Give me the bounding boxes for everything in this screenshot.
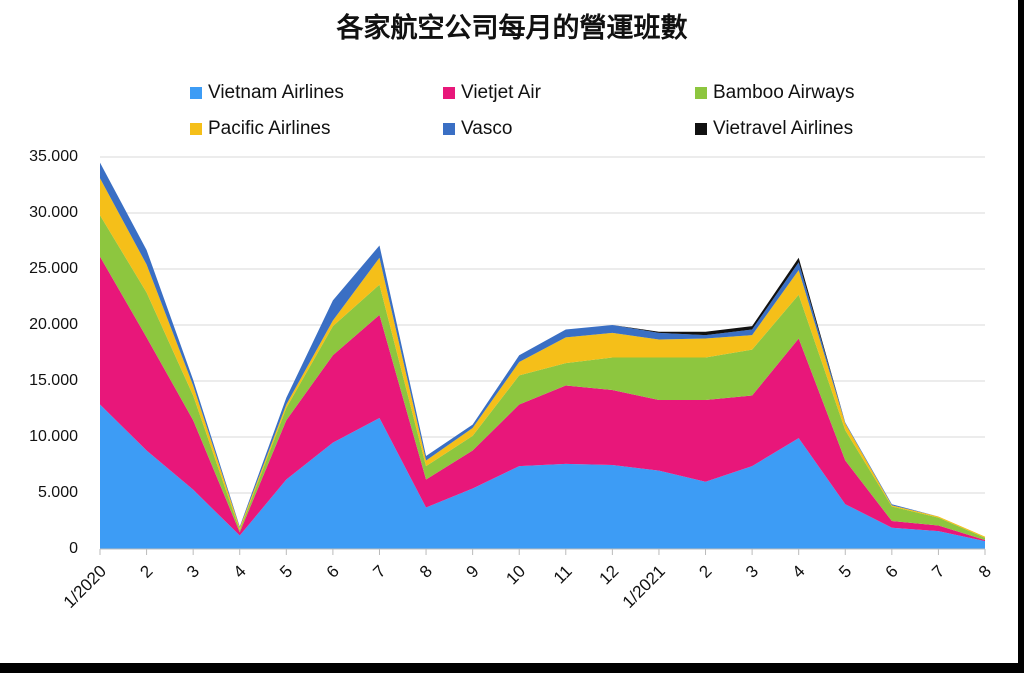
- x-tick-label: 2: [136, 562, 156, 582]
- x-tick-label: 8: [416, 562, 436, 582]
- legend-label: Vietjet Air: [461, 82, 542, 103]
- x-tick-label: 1/2021: [619, 562, 669, 612]
- legend-label: Bamboo Airways: [713, 82, 855, 103]
- legend-swatch: [695, 123, 707, 135]
- frame-edge: [0, 663, 1024, 673]
- area: [100, 178, 985, 538]
- frame-edge: [1018, 0, 1024, 673]
- y-tick-label: 15.000: [29, 372, 78, 389]
- area: [100, 404, 985, 549]
- legend-label: Vietravel Airlines: [713, 118, 853, 139]
- legend-swatch: [190, 87, 202, 99]
- x-tick-label: 2: [695, 562, 715, 582]
- x-tick-label: 8: [975, 562, 995, 582]
- x-tick-label: 3: [183, 562, 203, 582]
- x-tick-label: 5: [276, 562, 296, 582]
- legend-swatch: [190, 123, 202, 135]
- x-tick-label: 7: [928, 562, 948, 582]
- x-tick-label: 3: [742, 562, 762, 582]
- legend-label: Vasco: [461, 118, 512, 139]
- x-tick-label: 6: [323, 562, 343, 582]
- legend-swatch: [443, 87, 455, 99]
- y-tick-label: 25.000: [29, 260, 78, 277]
- y-tick-label: 30.000: [29, 204, 78, 221]
- y-tick-label: 20.000: [29, 316, 78, 333]
- legend-label: Vietnam Airlines: [208, 82, 344, 103]
- area: [100, 215, 985, 541]
- y-tick-label: 0: [69, 540, 78, 557]
- x-tick-label: 1/2020: [60, 562, 110, 612]
- chart-title: 各家航空公司每月的營運班數: [336, 12, 688, 43]
- x-tick-label: 10: [502, 562, 529, 589]
- y-tick-label: 35.000: [29, 148, 78, 165]
- x-tick-label: 7: [369, 562, 389, 582]
- x-tick-label: 4: [230, 562, 250, 582]
- x-tick-label: 9: [463, 562, 483, 582]
- legend-label: Pacific Airlines: [208, 118, 331, 139]
- x-tick-label: 5: [835, 562, 855, 582]
- area: [100, 256, 985, 542]
- legend-swatch: [695, 87, 707, 99]
- y-tick-label: 5.000: [38, 484, 78, 501]
- x-tick-label: 12: [596, 562, 623, 589]
- x-tick-label: 11: [550, 562, 576, 588]
- y-tick-label: 10.000: [29, 428, 78, 445]
- x-tick-label: 4: [789, 562, 809, 582]
- legend-swatch: [443, 123, 455, 135]
- x-tick-label: 6: [882, 562, 902, 582]
